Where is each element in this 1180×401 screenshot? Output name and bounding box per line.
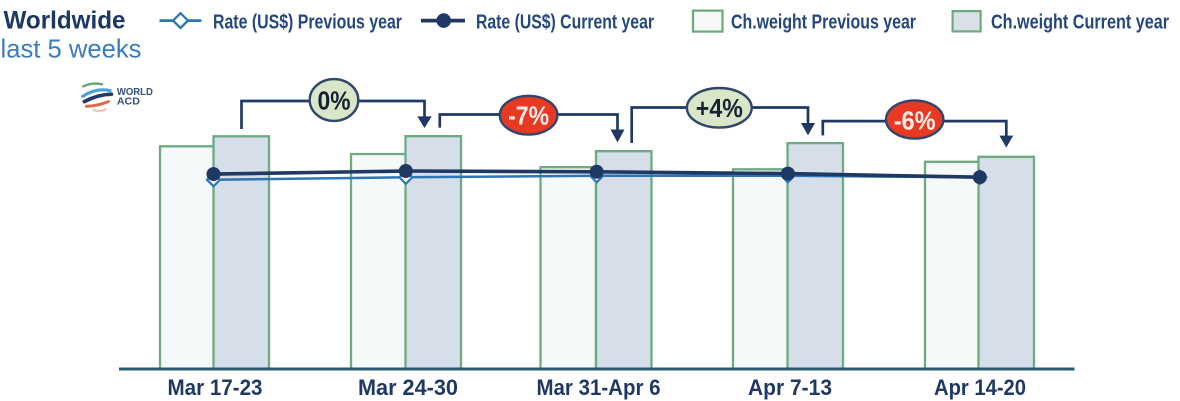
svg-text:0%: 0% xyxy=(318,87,351,115)
svg-text:Rate (US$) Previous year: Rate (US$) Previous year xyxy=(213,11,402,33)
svg-text:WORLD: WORLD xyxy=(117,87,153,98)
svg-text:Mar 17-23: Mar 17-23 xyxy=(168,375,263,400)
svg-text:Rate (US$) Current year: Rate (US$) Current year xyxy=(476,11,654,33)
svg-text:-6%: -6% xyxy=(894,106,936,136)
svg-text:last 5 weeks: last 5 weeks xyxy=(1,34,142,64)
svg-text:+4%: +4% xyxy=(696,93,743,123)
svg-text:Worldwide: Worldwide xyxy=(4,6,126,34)
svg-text:Ch.weight Current year: Ch.weight Current year xyxy=(991,11,1169,33)
svg-text:Apr 7-13: Apr 7-13 xyxy=(748,375,832,400)
svg-text:ACD: ACD xyxy=(117,97,140,108)
svg-text:Mar 31-Apr 6: Mar 31-Apr 6 xyxy=(537,375,661,400)
svg-text:Ch.weight Previous year: Ch.weight Previous year xyxy=(731,11,916,33)
svg-text:Mar 24-30: Mar 24-30 xyxy=(358,375,458,400)
svg-text:-7%: -7% xyxy=(508,100,549,130)
svg-text:Apr 14-20: Apr 14-20 xyxy=(934,375,1026,400)
